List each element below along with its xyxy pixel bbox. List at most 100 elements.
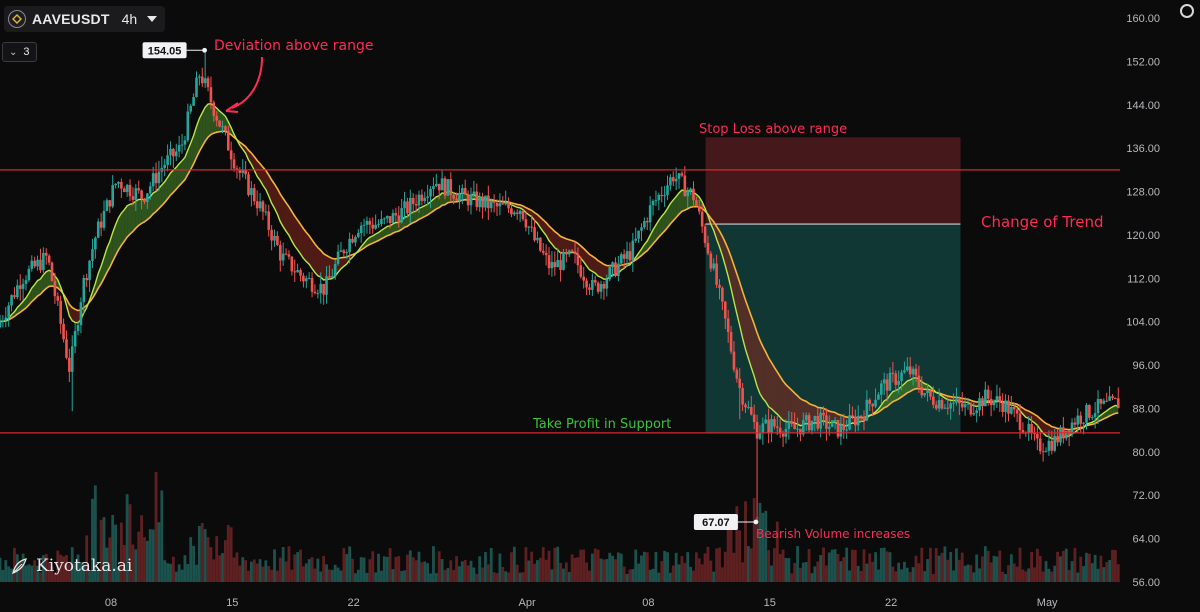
- candle-body: [628, 251, 632, 261]
- volume-bar: [420, 562, 424, 582]
- candle-body: [995, 396, 999, 401]
- candle-body: [677, 173, 681, 179]
- candle-body: [463, 188, 467, 195]
- volume-bar: [972, 572, 976, 582]
- volume-bar: [585, 562, 588, 582]
- candle-body: [166, 155, 169, 165]
- candle-body: [984, 389, 987, 407]
- volume-bar: [605, 559, 609, 582]
- candle-body: [36, 259, 39, 267]
- candle-body: [114, 183, 117, 186]
- ema-ribbon-segment: [1109, 406, 1113, 416]
- settings-icon[interactable]: [1180, 4, 1194, 18]
- volume-bar: [709, 560, 713, 582]
- candle-body: [492, 200, 496, 203]
- candle-body: [842, 424, 846, 430]
- volume-bar: [515, 564, 519, 582]
- candle-body: [212, 102, 216, 117]
- ema-ribbon-segment: [135, 199, 139, 229]
- candle-body: [868, 399, 872, 404]
- candle-body: [703, 226, 707, 244]
- volume-bar: [313, 568, 317, 582]
- volume-bar: [1059, 556, 1062, 582]
- volume-bar: [1102, 567, 1106, 582]
- volume-bar: [579, 549, 583, 582]
- candle-body: [1064, 431, 1068, 439]
- volume-bar: [143, 537, 146, 582]
- volume-bar: [200, 523, 204, 582]
- volume-bar: [449, 560, 453, 582]
- volume-bar: [18, 561, 22, 582]
- candle-body: [804, 415, 808, 421]
- volume-bar: [296, 552, 300, 582]
- candle-body: [559, 260, 562, 270]
- ema-ribbon-segment: [791, 390, 795, 424]
- volume-bar: [983, 546, 987, 582]
- price-axis[interactable]: 160.00 152.00 144.00 136.00 128.00 120.00 112.…: [1126, 13, 1160, 589]
- ema-ribbon-segment: [294, 216, 298, 250]
- volume-bar: [469, 560, 473, 582]
- candle-body: [432, 186, 435, 189]
- volume-bar: [645, 552, 649, 582]
- volume-bar: [530, 551, 534, 582]
- volume-bar: [642, 551, 646, 582]
- ema-ribbon-segment: [676, 192, 680, 218]
- candle-body: [888, 372, 892, 391]
- candle-body: [573, 251, 577, 254]
- volume-bar: [414, 560, 418, 582]
- volume-bar: [946, 559, 950, 582]
- candle-body: [120, 181, 123, 189]
- volume-bar: [328, 569, 331, 582]
- candle-body: [91, 249, 94, 261]
- candle-body: [183, 140, 187, 145]
- exchange-icon: [8, 10, 26, 28]
- volume-bar: [119, 522, 123, 582]
- volume-bar: [903, 561, 906, 582]
- volume-bar: [498, 553, 502, 582]
- volume-bar: [232, 557, 236, 582]
- candle-body: [775, 426, 779, 428]
- volume-bar: [1047, 568, 1051, 582]
- candle-body: [960, 403, 964, 408]
- ema-ribbon-segment: [297, 220, 301, 255]
- volume-bar: [856, 565, 860, 582]
- volume-bar: [940, 552, 944, 582]
- deviation-arrowhead: [225, 102, 239, 113]
- volume-bar: [752, 498, 756, 582]
- volume-bar: [697, 558, 701, 582]
- volume-bar: [460, 561, 464, 582]
- candle-body: [836, 420, 840, 437]
- candle-body: [937, 400, 941, 409]
- volume-bar: [1085, 552, 1088, 582]
- volume-bar: [874, 552, 877, 582]
- candle-body: [825, 415, 828, 429]
- candle-body: [281, 253, 285, 261]
- chevron-down-icon[interactable]: [147, 16, 158, 22]
- candle-body: [611, 262, 614, 268]
- volume-bar: [1056, 551, 1059, 582]
- volume-bar: [333, 564, 337, 582]
- indicator-toggle[interactable]: ⌄ 3: [2, 42, 37, 62]
- volume-bar: [293, 554, 297, 582]
- candle-body: [125, 184, 129, 193]
- volume-bar: [171, 556, 175, 582]
- symbol-header[interactable]: AAVEUSDT 4h: [4, 6, 166, 32]
- volume-bar: [434, 573, 438, 582]
- volume-bar: [215, 536, 219, 582]
- candle-body: [579, 265, 583, 277]
- candle-body: [614, 262, 617, 277]
- candle-body: [634, 238, 638, 241]
- candle-body: [354, 236, 357, 243]
- time-axis[interactable]: 08 15 22 Apr 08 15 22 May: [105, 597, 1058, 609]
- ema-ribbon-segment: [404, 216, 408, 228]
- candle-body: [304, 278, 308, 282]
- candle-body: [487, 195, 490, 209]
- ema-ribbon-segment: [774, 367, 778, 415]
- volume-bar: [1033, 567, 1036, 582]
- volume-bar: [949, 552, 953, 582]
- candle-body: [553, 261, 557, 268]
- ema-ribbon-segment: [913, 377, 916, 390]
- volume-bar: [877, 569, 880, 582]
